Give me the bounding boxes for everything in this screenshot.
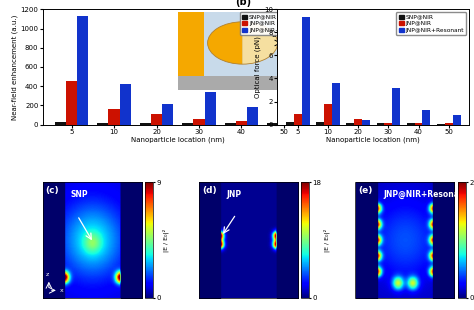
Bar: [377, 123, 384, 125]
Y-axis label: |E / E₀|²: |E / E₀|²: [162, 228, 169, 251]
Text: z: z: [46, 272, 49, 277]
Bar: [193, 119, 204, 125]
Bar: [182, 123, 193, 125]
Bar: [236, 121, 247, 125]
Text: JNP: JNP: [227, 190, 242, 199]
Bar: [302, 17, 310, 125]
X-axis label: Nanoparticle location (nm): Nanoparticle location (nm): [131, 136, 225, 143]
Bar: [286, 122, 294, 125]
Text: (e): (e): [358, 186, 373, 195]
Bar: [140, 123, 151, 125]
Legend: SNP@NIR, JNP@NIR, JNP@NIR+Resonant: SNP@NIR, JNP@NIR, JNP@NIR+Resonant: [396, 12, 466, 35]
Legend: SNP@NIR, JNP@NIR, JNP@NIR+Resonant: SNP@NIR, JNP@NIR, JNP@NIR+Resonant: [240, 12, 310, 35]
Text: x: x: [59, 288, 63, 293]
Bar: [415, 123, 422, 125]
Bar: [278, 122, 290, 125]
Text: (d): (d): [202, 186, 217, 195]
Bar: [422, 110, 430, 125]
Bar: [204, 92, 216, 125]
Bar: [324, 104, 332, 125]
Bar: [407, 123, 415, 125]
Bar: [346, 122, 354, 125]
Bar: [151, 113, 162, 125]
Y-axis label: Optical force (pN): Optical force (pN): [255, 36, 261, 98]
Bar: [392, 88, 400, 125]
Bar: [316, 122, 324, 125]
Bar: [119, 84, 130, 125]
Text: (b): (b): [235, 0, 251, 7]
Bar: [225, 123, 236, 125]
Bar: [55, 122, 66, 125]
Bar: [384, 122, 392, 125]
Bar: [247, 107, 258, 125]
Bar: [437, 124, 445, 125]
X-axis label: Nanoparticle location (nm): Nanoparticle location (nm): [327, 136, 420, 143]
Y-axis label: |E / E₀|²: |E / E₀|²: [323, 228, 329, 251]
Bar: [453, 115, 461, 125]
Y-axis label: Near-field enhancement (a.u.): Near-field enhancement (a.u.): [11, 14, 18, 120]
Bar: [267, 123, 278, 125]
Bar: [66, 81, 77, 125]
Bar: [354, 119, 362, 125]
Bar: [362, 120, 370, 125]
Bar: [162, 104, 173, 125]
Bar: [445, 123, 453, 125]
Bar: [290, 108, 301, 125]
Bar: [294, 114, 302, 125]
Bar: [98, 122, 109, 125]
Bar: [332, 83, 340, 125]
Text: (c): (c): [46, 186, 59, 195]
Text: JNP@NIR+Resonant: JNP@NIR+Resonant: [383, 190, 468, 200]
Bar: [109, 109, 119, 125]
Bar: [77, 16, 88, 125]
Text: SNP: SNP: [70, 190, 88, 199]
